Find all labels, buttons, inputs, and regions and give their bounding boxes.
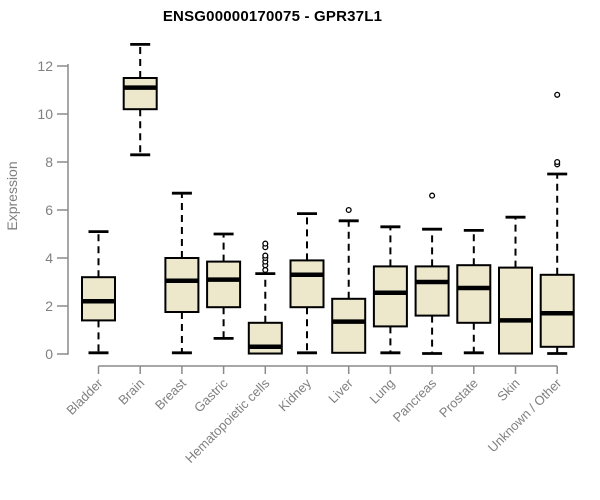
iqr-box [206, 260, 242, 309]
y-tick-label: 10 [37, 106, 53, 122]
x-tick-label-gastric: Gastric [191, 375, 231, 415]
y-tick-label: 8 [45, 154, 53, 170]
y-axis-label: Expression [4, 161, 20, 230]
box-hematopoietic-cells [247, 240, 283, 355]
y-tick-label: 0 [45, 346, 53, 362]
iqr-box [456, 264, 492, 324]
outlier-point [262, 252, 269, 259]
box-breast [164, 191, 200, 355]
x-tick-label-breast: Breast [152, 375, 189, 412]
x-tick-label-liver: Liver [325, 375, 356, 406]
chart-title: ENSG00000170075 - GPR37L1 [162, 8, 383, 25]
box-kidney [289, 212, 325, 355]
box-liver [331, 206, 367, 354]
iqr-box [414, 265, 450, 317]
y-tick-label: 4 [45, 250, 53, 266]
outlier-point [262, 240, 269, 247]
outlier-point [262, 266, 269, 274]
box-bladder [81, 230, 116, 355]
box-brain [122, 43, 158, 157]
y-tick-label: 2 [45, 298, 53, 314]
box-skin [498, 215, 533, 355]
iqr-box [289, 259, 325, 309]
x-tick-label-pancreas: Pancreas [390, 375, 440, 425]
box-gastric [206, 232, 242, 340]
outlier-point [345, 206, 352, 214]
x-tick-label-brain: Brain [115, 376, 147, 408]
box-unknown-other [539, 91, 575, 355]
iqr-box [122, 77, 158, 111]
x-tick-label-prostate: Prostate [436, 376, 481, 421]
iqr-box [164, 257, 200, 313]
outlier-point [429, 192, 436, 199]
iqr-box [331, 297, 367, 354]
iqr-box [372, 265, 408, 328]
x-tick-label-bladder: Bladder [63, 375, 106, 418]
box-prostate [456, 228, 492, 355]
outlier-point [554, 158, 561, 166]
box-lung [372, 225, 408, 355]
iqr-box [539, 273, 575, 348]
y-tick-label: 6 [45, 202, 53, 218]
x-tick-label-unknown-other: Unknown / Other [485, 375, 565, 455]
outlier-point [554, 91, 561, 98]
x-tick-label-lung: Lung [366, 376, 397, 407]
iqr-box [498, 266, 533, 355]
x-tick-label-skin: Skin [494, 376, 522, 404]
x-tick-label-kidney: Kidney [275, 375, 314, 414]
iqr-box [81, 276, 116, 322]
box-pancreas [414, 192, 450, 355]
y-tick-label: 12 [37, 58, 53, 74]
